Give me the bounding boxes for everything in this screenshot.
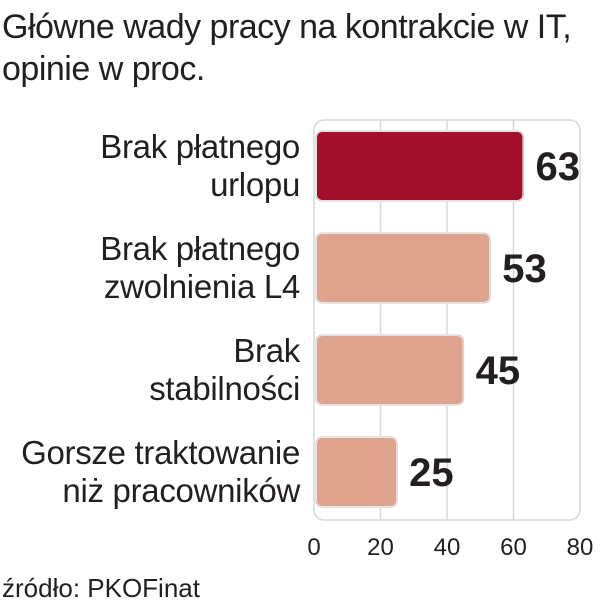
source-note: źródło: PKOFinat (2, 573, 200, 603)
category-label-3-line-1: Brak (233, 332, 300, 369)
bar-outline-1 (315, 130, 524, 202)
x-tick-label-80: 80 (567, 534, 594, 561)
bar-4 (315, 436, 399, 508)
category-label-3-line-2: stabilności (149, 370, 300, 407)
chart-title: Główne wady pracy na kontrakcie w IT, op… (2, 6, 602, 90)
x-tick-label-20: 20 (367, 534, 394, 561)
category-label-4: Gorsze traktowanie niż pracowników (21, 434, 300, 509)
chart-title-line-2: opinie w proc. (2, 50, 205, 88)
bar-outline-2 (315, 232, 491, 304)
chart-title-line-1: Główne wady pracy na kontrakcie w IT, (2, 8, 572, 46)
x-axis-ticks: 0 20 40 60 80 (307, 534, 593, 561)
x-tick-label-0: 0 (307, 534, 320, 561)
value-label-3: 45 (476, 349, 521, 393)
value-label-1: 63 (535, 145, 580, 189)
bar-1 (315, 130, 525, 202)
category-label-3: Brak stabilności (149, 332, 301, 407)
value-label-4: 25 (409, 451, 454, 495)
category-label-2: Brak płatnego zwolnienia L4 (100, 230, 300, 305)
category-label-1-line-1: Brak płatnego (100, 128, 300, 165)
value-label-2: 53 (502, 247, 546, 291)
category-label-1-line-2: urlopu (210, 166, 300, 203)
bars (315, 130, 525, 508)
bar-3 (315, 334, 465, 406)
bar-outline-3 (315, 334, 465, 406)
bar-2 (315, 232, 492, 304)
x-tick-label-60: 60 (500, 534, 527, 561)
category-label-2-line-1: Brak płatnego (100, 230, 300, 267)
x-tick-label-40: 40 (434, 534, 461, 561)
category-label-2-line-2: zwolnienia L4 (104, 268, 300, 305)
category-label-4-line-2: niż pracowników (62, 472, 300, 509)
category-label-1: Brak płatnego urlopu (100, 128, 300, 203)
category-label-4-line-1: Gorsze traktowanie (21, 434, 300, 471)
bar-outline-4 (315, 436, 398, 508)
value-labels: 63 53 45 25 (409, 145, 580, 495)
